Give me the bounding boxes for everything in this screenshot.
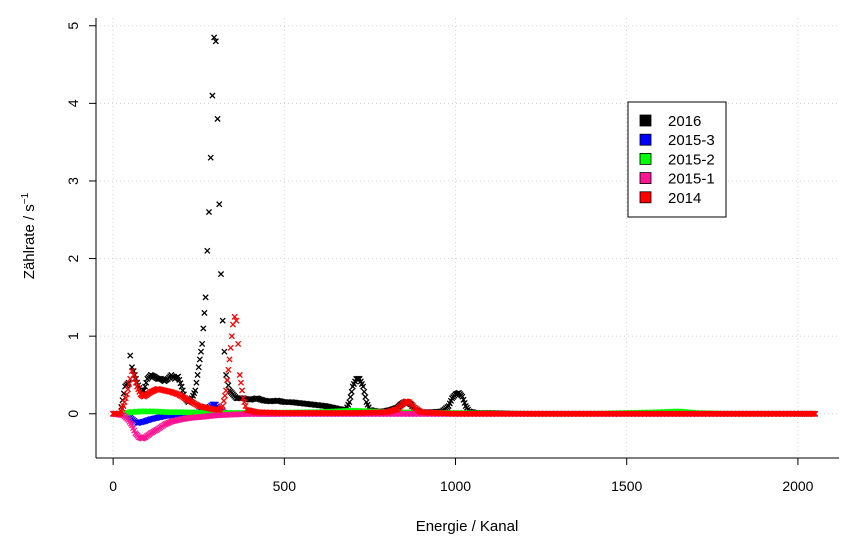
- data-point: [123, 391, 130, 398]
- data-point: [212, 38, 219, 45]
- y-tick-label: 2: [65, 254, 81, 262]
- series-2016: [110, 34, 819, 417]
- y-tick-label: 5: [65, 22, 81, 30]
- data-point: [224, 377, 231, 384]
- data-point: [810, 410, 817, 417]
- data-point: [202, 294, 209, 301]
- y-axis-label-superscript: −1: [20, 192, 31, 204]
- legend-label: 2015-3: [668, 132, 715, 149]
- data-point: [219, 402, 226, 410]
- data-point: [197, 348, 205, 355]
- data-point: [193, 379, 200, 386]
- data-point: [195, 364, 202, 371]
- data-point: [209, 92, 216, 99]
- legend-label: 2016: [668, 113, 701, 130]
- data-point: [199, 340, 206, 347]
- x-tick-label: 0: [109, 478, 117, 494]
- legend-swatch: [639, 133, 652, 146]
- y-axis-label: Zählrate / s−1: [20, 192, 38, 279]
- data-point: [124, 386, 132, 393]
- data-point: [811, 410, 819, 417]
- data-point: [175, 373, 182, 380]
- legend-swatch: [639, 152, 652, 165]
- data-point: [226, 356, 233, 363]
- data-point: [235, 340, 242, 347]
- y-tick-label: 1: [65, 332, 81, 340]
- legend-label: 2014: [668, 190, 701, 207]
- data-point: [177, 380, 184, 387]
- data-point: [201, 309, 208, 316]
- data-point: [225, 382, 232, 389]
- data-points: [110, 34, 819, 442]
- data-point: [221, 392, 229, 399]
- data-point: [127, 352, 134, 359]
- data-point: [348, 388, 355, 395]
- x-axis-label: Energie / Kanal: [416, 518, 519, 535]
- x-tick-label: 500: [273, 478, 297, 494]
- data-point: [237, 379, 245, 386]
- data-point: [362, 393, 369, 401]
- data-point: [227, 344, 234, 351]
- data-point: [176, 376, 183, 383]
- data-point: [219, 317, 226, 324]
- x-tick-label: 2000: [782, 478, 813, 494]
- x-tick-label: 1000: [440, 478, 471, 494]
- legend-label: 2015-1: [668, 171, 715, 188]
- y-tick-label: 3: [65, 177, 81, 185]
- y-tick-label: 0: [65, 410, 81, 418]
- data-point: [200, 325, 207, 332]
- legend-swatch: [639, 172, 652, 185]
- x-tick-label: 1500: [611, 478, 642, 494]
- data-point: [223, 387, 230, 394]
- data-point: [346, 399, 353, 406]
- legend-label: 2015-2: [668, 151, 715, 168]
- data-point: [231, 313, 238, 320]
- data-point: [126, 380, 133, 388]
- legend-swatch: [639, 114, 652, 127]
- data-point: [205, 208, 213, 216]
- data-point: [228, 333, 235, 340]
- data-point: [204, 247, 211, 254]
- data-point: [347, 393, 354, 401]
- data-point: [192, 387, 199, 394]
- data-point: [236, 371, 243, 379]
- y-axis-label-text: Zählrate / s: [21, 204, 38, 279]
- data-point: [360, 383, 367, 390]
- data-point: [211, 34, 218, 41]
- data-point: [196, 356, 203, 363]
- legend: 2016 2015-3 2015-2 2015-1 2014: [627, 101, 727, 218]
- legend-swatch: [639, 191, 652, 204]
- data-point: [233, 317, 240, 324]
- data-point: [194, 371, 201, 379]
- axes: 0 500 1000 1500 2000 0 1 2 3 4 5: [65, 18, 839, 494]
- data-point: [207, 154, 214, 161]
- data-point: [221, 348, 228, 355]
- data-point: [220, 397, 227, 404]
- series-2014: [110, 313, 819, 417]
- data-point: [239, 387, 246, 394]
- y-tick-label: 4: [65, 99, 81, 107]
- data-point: [361, 388, 368, 395]
- data-point: [223, 371, 230, 379]
- data-point: [225, 366, 232, 373]
- grid: [96, 18, 839, 458]
- data-point: [216, 201, 223, 208]
- data-point: [214, 115, 221, 122]
- data-point: [128, 368, 136, 375]
- data-point: [217, 271, 225, 278]
